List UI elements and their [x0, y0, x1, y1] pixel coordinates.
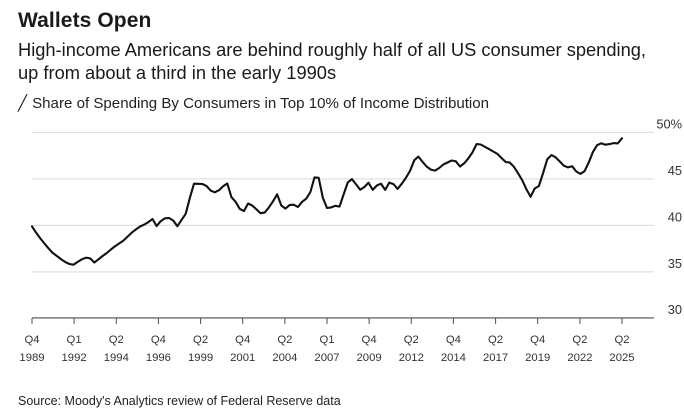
svg-text:Q2: Q2	[488, 334, 503, 346]
svg-text:Q2: Q2	[277, 334, 292, 346]
svg-text:Q4: Q4	[362, 334, 377, 346]
svg-text:2022: 2022	[567, 352, 592, 364]
svg-text:2019: 2019	[525, 352, 550, 364]
svg-text:2007: 2007	[314, 352, 339, 364]
svg-text:Q2: Q2	[193, 334, 208, 346]
svg-text:45: 45	[668, 163, 682, 178]
svg-text:Q4: Q4	[530, 334, 545, 346]
svg-text:1994: 1994	[104, 352, 129, 364]
svg-text:Q1: Q1	[319, 334, 334, 346]
svg-text:Q2: Q2	[572, 334, 587, 346]
svg-text:40: 40	[668, 210, 682, 225]
svg-text:2017: 2017	[483, 352, 508, 364]
svg-text:35: 35	[668, 256, 682, 271]
svg-text:Q2: Q2	[614, 334, 629, 346]
svg-text:50%: 50%	[656, 117, 682, 132]
svg-text:Q1: Q1	[67, 334, 82, 346]
svg-text:Q4: Q4	[446, 334, 461, 346]
svg-text:1992: 1992	[62, 352, 87, 364]
svg-text:1996: 1996	[146, 352, 171, 364]
svg-text:2014: 2014	[441, 352, 466, 364]
svg-text:1989: 1989	[19, 352, 44, 364]
svg-text:Q2: Q2	[109, 334, 124, 346]
svg-text:2012: 2012	[399, 352, 424, 364]
svg-text:2009: 2009	[357, 352, 382, 364]
svg-text:30: 30	[668, 302, 682, 317]
svg-text:2001: 2001	[230, 352, 255, 364]
svg-text:2025: 2025	[609, 352, 634, 364]
svg-text:Q2: Q2	[404, 334, 419, 346]
svg-text:Q4: Q4	[151, 334, 166, 346]
svg-text:Q4: Q4	[24, 334, 39, 346]
svg-text:1999: 1999	[188, 352, 213, 364]
svg-text:2004: 2004	[272, 352, 297, 364]
svg-text:Q4: Q4	[235, 334, 250, 346]
